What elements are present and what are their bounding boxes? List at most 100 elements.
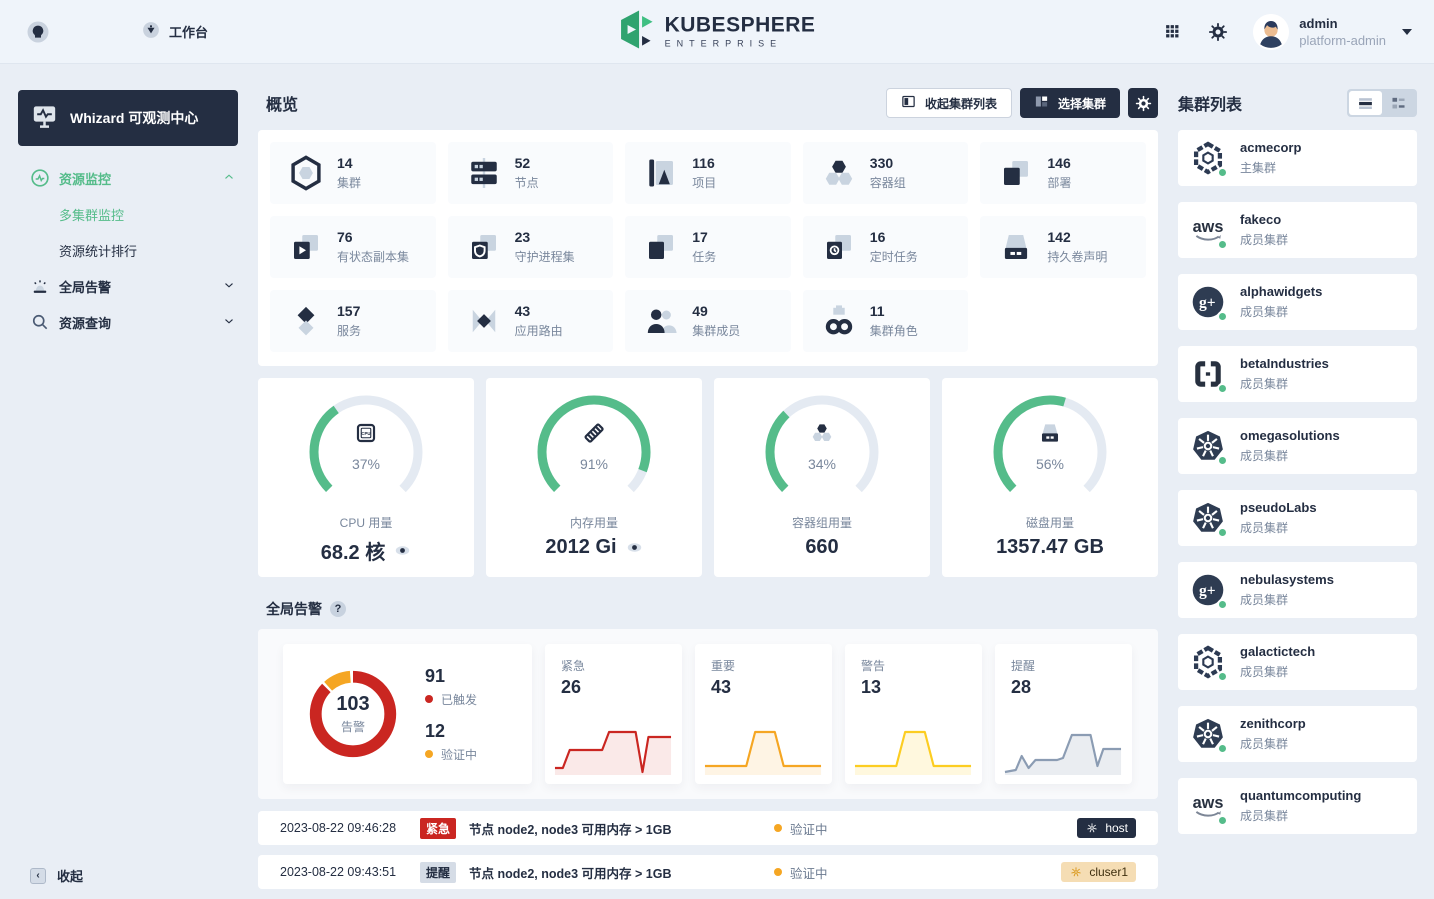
severity-sparkline [1004,733,1122,775]
gauge-percent: 34% [807,456,837,472]
stat-value: 43 [514,303,531,319]
ingress-icon [466,303,502,339]
sidebar-item-资源监控[interactable]: 资源监控 [0,160,258,196]
stat-card-持久卷声明: 142 持久卷声明 [980,216,1146,278]
sidebar-menu: 资源监控多集群监控资源统计排行全局告警 资源查询 [0,160,258,340]
job-icon [643,229,679,265]
cluster-card-galactictech[interactable]: galactictech 成员集群 [1178,634,1417,690]
cluster-status-dot [1217,743,1228,754]
cluster-list-title: 集群列表 [1178,97,1243,114]
stat-card-容器组: 330 容器组 [802,142,969,204]
severity-label: 重要 [711,659,736,673]
cluster-role: 主集群 [1240,161,1277,175]
severity-count: 28 [1011,677,1032,697]
chevron-down-icon [1402,28,1412,35]
overview-settings-button[interactable] [1128,88,1158,118]
whizard-center-header[interactable]: Whizard 可观测中心 [18,90,238,146]
eye-icon[interactable] [394,542,411,559]
detail-view-toggle[interactable] [1382,91,1415,115]
gauge-card-容器组用量: 34% 容器组用量 660 [714,378,930,577]
stat-label: 守护进程集 [514,250,575,264]
overview-panel: 14 集群 52 节点 116 项目 330 容器组 146 部署 76 有状态副本集 23… [258,130,1158,366]
service-icon [288,303,324,339]
cluster-logo-k8s [1190,500,1228,538]
logo-subtitle: ENTERPRISE [664,38,783,49]
gauge-card-内存用量: 91% 内存用量 2012 Gi [486,378,702,577]
workbench-label: 工作台 [169,25,209,40]
svg-text:g+: g+ [1199,582,1216,599]
cluster-role: 成员集群 [1240,521,1289,535]
workbench-icon [142,21,160,42]
cluster-status-dot [1217,599,1228,610]
cluster-card-quantumcomputing[interactable]: aws quantumcomputing 成员集群 [1178,778,1417,834]
svg-text:CPU: CPU [361,431,370,436]
alert-target-badge[interactable]: cluser1 [1061,862,1136,882]
list-view-toggle[interactable] [1349,91,1382,115]
stat-value: 17 [692,229,708,245]
workbench-link[interactable]: 工作台 [142,21,208,42]
cluster-card-acmecorp[interactable]: acmecorp 主集群 [1178,130,1417,186]
svg-text:g+: g+ [1199,294,1216,311]
cluster-role: 成员集群 [1240,737,1289,751]
panel-select-icon [1034,94,1049,112]
user-menu[interactable]: admin platform-admin [1253,13,1412,50]
cluster-logo-hex [1190,644,1228,682]
alert-row[interactable]: 2023-08-22 09:46:28 紧急 节点 node2, node3 可… [258,811,1158,845]
user-name: admin [1299,15,1338,31]
help-icon[interactable]: ? [330,601,346,617]
select-cluster-button[interactable]: 选择集群 [1019,88,1120,118]
sidebar-subitem-多集群监控[interactable]: 多集群监控 [59,207,125,223]
sidebar-item-资源查询[interactable]: 资源查询 [0,304,258,340]
cluster-logo-aws: aws [1190,788,1228,826]
cluster-card-omegasolutions[interactable]: omegasolutions 成员集群 [1178,418,1417,474]
chevron-down-icon [222,314,236,331]
stat-card-集群成员: 49 集群成员 [625,290,791,352]
settings-gear-icon[interactable] [1207,21,1229,43]
alert-target-badge[interactable]: host [1077,818,1136,838]
stat-value: 116 [692,155,715,171]
chevron-down-icon [222,278,236,295]
alert-row[interactable]: 2023-08-22 09:43:51 提醒 节点 node2, node3 可… [258,855,1158,889]
stat-label: 持久卷声明 [1047,250,1108,264]
sidebar-subitem-资源统计排行[interactable]: 资源统计排行 [59,243,138,259]
cluster-card-betaIndustries[interactable]: betaIndustries 成员集群 [1178,346,1417,402]
severity-badge: 紧急 [420,817,457,839]
gauge-label: CPU 用量 [339,516,393,530]
search-icon [30,312,50,332]
cluster-logo-k8s [1190,716,1228,754]
logo-title: KUBESPHERE [664,13,816,37]
cluster-name: omegasolutions [1240,428,1340,443]
legend-value: 91 [425,665,446,686]
cluster-role: 成员集群 [1240,449,1289,463]
cluster-card-alphawidgets[interactable]: g+ alphawidgets 成员集群 [1178,274,1417,330]
cluster-card-nebulasystems[interactable]: g+ nebulasystems 成员集群 [1178,562,1417,618]
pod-icon [809,420,835,451]
cluster-name: pseudoLabs [1240,500,1317,515]
stat-label: 集群 [337,176,362,190]
cluster-logo-hex [1190,140,1228,178]
cluster-card-fakeco[interactable]: aws fakeco 成员集群 [1178,202,1417,258]
cluster-name: quantumcomputing [1240,788,1362,803]
gauge-percent: 37% [351,456,381,472]
alert-time: 2023-08-22 09:46:28 [280,821,397,835]
app-launcher-icon[interactable] [26,20,50,44]
cluster-logo-gplus: g+ [1190,284,1228,322]
kubernetes-wheel-icon [1087,823,1097,833]
cluster-card-pseudoLabs[interactable]: pseudoLabs 成员集群 [1178,490,1417,546]
alerts-donut-card: 103 告警 91 已触发 12 验证中 [283,644,532,784]
gauge-ring [309,395,423,509]
alerts-donut-chart [309,670,397,758]
collapse-cluster-list-button[interactable]: 收起集群列表 [885,88,1012,118]
cluster-card-zenithcorp[interactable]: zenithcorp 成员集群 [1178,706,1417,762]
gauge-label: 内存用量 [569,516,618,530]
gauge-ring [993,395,1107,509]
gauge-ring [765,395,879,509]
stat-card-应用路由: 43 应用路由 [447,290,614,352]
sidebar-collapse-button[interactable]: ‹ 收起 [30,866,83,885]
member-icon [643,303,679,339]
stat-label: 集群成员 [692,324,741,338]
eye-icon[interactable] [626,539,643,556]
apps-grid-icon[interactable] [1161,21,1183,43]
stat-card-集群角色: 11 集群角色 [802,290,969,352]
sidebar-item-全局告警[interactable]: 全局告警 [0,268,258,304]
